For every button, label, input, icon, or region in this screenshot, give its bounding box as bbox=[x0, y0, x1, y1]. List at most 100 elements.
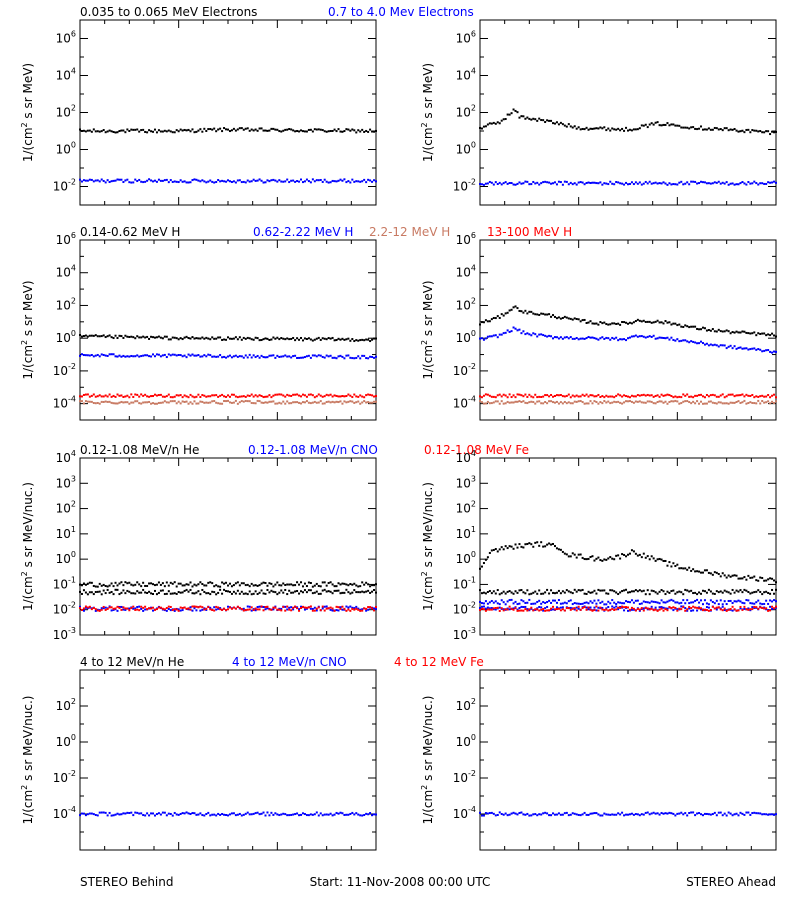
data-point bbox=[662, 336, 665, 339]
series-0 bbox=[79, 334, 377, 343]
data-point bbox=[747, 348, 750, 351]
data-point bbox=[211, 128, 214, 131]
data-point bbox=[148, 337, 151, 340]
data-point bbox=[662, 606, 665, 609]
data-point bbox=[79, 583, 81, 586]
data-point bbox=[666, 321, 669, 324]
data-point bbox=[755, 402, 758, 405]
data-point bbox=[252, 584, 255, 587]
data-point bbox=[228, 582, 231, 585]
data-point bbox=[371, 584, 374, 587]
data-point bbox=[236, 581, 239, 584]
data-point bbox=[747, 574, 750, 577]
data-point bbox=[561, 337, 564, 340]
data-point bbox=[619, 813, 622, 816]
y-axis-label: 1/(cm2 s sr MeV/nuc.) bbox=[420, 482, 435, 611]
data-point bbox=[86, 335, 89, 338]
data-point bbox=[282, 812, 285, 815]
data-point bbox=[118, 354, 121, 357]
data-point bbox=[557, 589, 560, 592]
data-point bbox=[743, 131, 746, 134]
data-point bbox=[735, 401, 738, 404]
data-point bbox=[632, 590, 635, 593]
data-point bbox=[130, 592, 133, 595]
data-point bbox=[171, 609, 174, 612]
data-point bbox=[201, 355, 204, 358]
data-point bbox=[343, 178, 346, 181]
data-point bbox=[737, 183, 740, 186]
data-point bbox=[118, 582, 121, 585]
data-point bbox=[684, 394, 687, 397]
data-point bbox=[514, 600, 517, 603]
data-point bbox=[717, 606, 720, 609]
data-point bbox=[228, 606, 231, 609]
data-point bbox=[587, 335, 590, 338]
data-point bbox=[581, 588, 584, 591]
data-point bbox=[688, 183, 691, 186]
data-point bbox=[361, 590, 364, 593]
data-point bbox=[490, 335, 493, 338]
data-point bbox=[561, 602, 564, 605]
data-point bbox=[642, 182, 645, 185]
data-point bbox=[688, 395, 691, 398]
data-point bbox=[648, 400, 651, 403]
data-point bbox=[175, 813, 178, 816]
data-point bbox=[187, 607, 190, 610]
data-point bbox=[769, 609, 772, 612]
data-point bbox=[749, 332, 752, 335]
data-point bbox=[361, 128, 364, 131]
data-point bbox=[335, 609, 338, 612]
data-point bbox=[648, 558, 651, 561]
data-point bbox=[615, 128, 618, 131]
data-point bbox=[110, 582, 113, 585]
data-point bbox=[703, 327, 706, 330]
data-point bbox=[609, 813, 612, 816]
data-point bbox=[672, 606, 675, 609]
data-point bbox=[230, 181, 233, 184]
data-point bbox=[680, 325, 683, 328]
data-point bbox=[274, 605, 277, 608]
data-point bbox=[642, 335, 645, 338]
data-point bbox=[136, 393, 139, 396]
data-point bbox=[666, 812, 669, 815]
data-point bbox=[727, 574, 730, 577]
data-point bbox=[711, 401, 714, 404]
data-point bbox=[644, 394, 647, 397]
data-point bbox=[309, 402, 312, 405]
data-point bbox=[240, 338, 243, 341]
data-point bbox=[601, 606, 604, 609]
data-point bbox=[534, 393, 537, 396]
data-point bbox=[373, 179, 376, 182]
data-point bbox=[122, 589, 125, 592]
series-title: 0.12-1.08 MeV/n CNO bbox=[248, 443, 378, 457]
data-point bbox=[672, 396, 675, 399]
data-point bbox=[92, 128, 95, 131]
data-point bbox=[709, 813, 712, 816]
data-point bbox=[775, 400, 777, 403]
data-point bbox=[603, 603, 606, 606]
data-point bbox=[189, 588, 192, 591]
data-point bbox=[175, 354, 178, 357]
data-point bbox=[567, 393, 570, 396]
data-point bbox=[540, 402, 543, 405]
data-point bbox=[555, 547, 558, 550]
data-point bbox=[254, 584, 257, 587]
data-point bbox=[508, 393, 511, 396]
data-point bbox=[351, 338, 354, 341]
data-point bbox=[108, 606, 111, 609]
data-point bbox=[552, 605, 555, 608]
data-point bbox=[658, 608, 661, 611]
data-point bbox=[209, 608, 212, 611]
data-point bbox=[256, 399, 259, 402]
data-point bbox=[773, 401, 776, 404]
data-point bbox=[494, 334, 497, 337]
data-point bbox=[658, 182, 661, 185]
data-point bbox=[715, 571, 718, 574]
data-point bbox=[120, 608, 123, 611]
data-point bbox=[642, 401, 645, 404]
data-point bbox=[721, 393, 724, 396]
data-point bbox=[155, 336, 158, 339]
data-point bbox=[357, 591, 360, 594]
data-point bbox=[122, 354, 125, 357]
data-point bbox=[171, 582, 174, 585]
